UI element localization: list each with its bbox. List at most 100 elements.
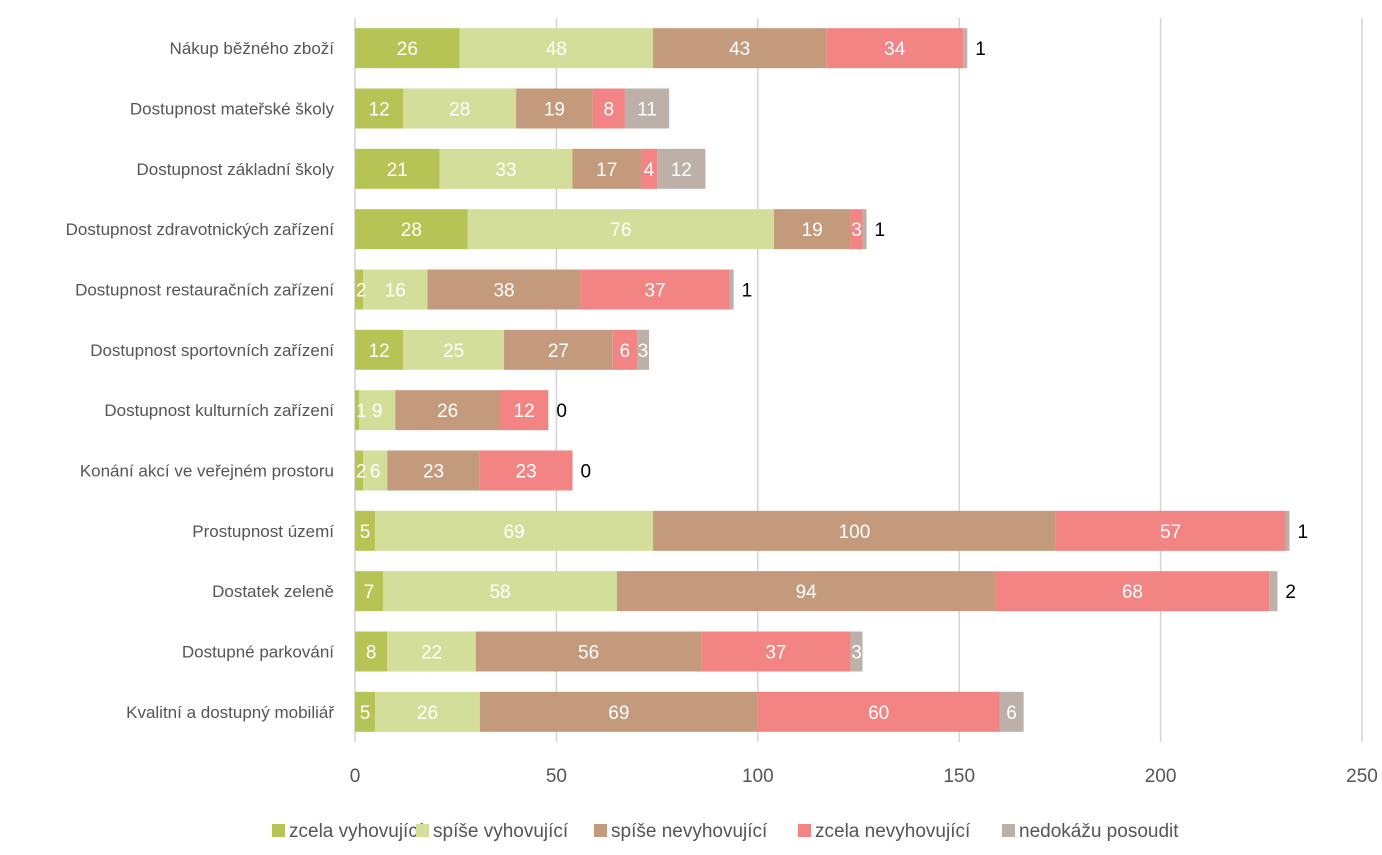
data-label: 68 [1122, 582, 1143, 603]
bar-segment [612, 329, 637, 370]
bar-segment [729, 269, 734, 310]
bar-segment [624, 88, 670, 129]
legend-label: zcela vyhovující [289, 821, 424, 842]
data-label: 8 [366, 643, 377, 664]
bar-segment [479, 691, 758, 732]
legend-label: spíše nevyhovující [611, 821, 768, 842]
bar-segment [375, 691, 480, 732]
legend-swatch [594, 824, 607, 837]
x-tick-label: 50 [546, 766, 567, 787]
bar-segment [467, 209, 774, 250]
data-label: 19 [802, 220, 823, 241]
data-label: 16 [385, 281, 406, 302]
data-label: 60 [868, 703, 889, 724]
data-label: 58 [489, 582, 510, 603]
category-label: Dostupnost zdravotnických zařízení [66, 220, 335, 239]
data-label: 9 [372, 401, 383, 422]
data-label: 22 [421, 643, 442, 664]
bar-segment [355, 269, 364, 310]
bar-segment [963, 28, 968, 69]
data-label: 26 [417, 703, 438, 724]
data-label: 7 [364, 582, 375, 603]
data-label: 1 [1297, 522, 1308, 543]
data-label: 28 [449, 100, 470, 121]
category-label: Dostupné parkování [182, 643, 334, 662]
bar-segment [1269, 571, 1278, 612]
legend-label: nedokážu posoudit [1019, 821, 1179, 842]
bar-segment [355, 28, 460, 69]
bar-segment [1285, 510, 1290, 551]
data-label: 27 [548, 341, 569, 362]
category-label: Dostatek zeleně [212, 582, 334, 601]
data-label: 12 [671, 160, 692, 181]
bar-segment [387, 450, 480, 491]
data-label: 76 [610, 220, 631, 241]
data-label: 25 [443, 341, 464, 362]
legend-swatch [272, 824, 285, 837]
bar-segment [355, 329, 404, 370]
data-label: 0 [581, 462, 592, 483]
bar-segment [355, 691, 376, 732]
data-label: 6 [370, 462, 381, 483]
legend-label: spíše vyhovující [433, 821, 569, 842]
bar-segment [999, 691, 1024, 732]
bar-segment [850, 209, 863, 250]
data-label: 28 [401, 220, 422, 241]
legend: zcela vyhovující spíše vyhovující spíše ne… [272, 821, 1179, 842]
legend-label: zcela nevyhovující [815, 821, 971, 842]
category-label: Dostupnost sportovních zařízení [90, 341, 334, 360]
data-label: 11 [637, 100, 657, 121]
bar-segment [383, 571, 617, 612]
bar-segment [757, 691, 1000, 732]
data-label: 3 [851, 220, 862, 241]
bar-segment [355, 571, 384, 612]
x-tick-label: 250 [1346, 766, 1378, 787]
bar-segment [862, 209, 867, 250]
bar-segment [1055, 510, 1286, 551]
data-label: 19 [544, 100, 565, 121]
data-label: 100 [839, 522, 871, 543]
data-label: 94 [796, 582, 818, 603]
bar-segment [359, 390, 396, 431]
bar-segment [459, 28, 654, 69]
data-label: 2 [1285, 582, 1296, 603]
bars [355, 28, 1290, 732]
bar-segment [850, 631, 863, 672]
data-label: 2 [356, 281, 367, 302]
bar-segment [363, 450, 388, 491]
bar-segment [475, 631, 702, 672]
bar-segment [826, 28, 964, 69]
bar-segment [439, 148, 573, 189]
category-label: Dostupnost mateřské školy [130, 100, 335, 119]
data-label: 56 [578, 643, 599, 664]
data-label: 6 [620, 341, 631, 362]
bar-segment [572, 148, 641, 189]
legend-swatch [798, 824, 811, 837]
bar-segment [355, 209, 468, 250]
data-label: 33 [495, 160, 516, 181]
data-label: 21 [387, 160, 408, 181]
legend-swatch [1002, 824, 1015, 837]
data-label: 38 [493, 281, 514, 302]
data-label: 2 [356, 462, 367, 483]
data-label: 37 [765, 643, 786, 664]
bar-segment [773, 209, 851, 250]
data-label: 37 [645, 281, 666, 302]
data-label: 26 [397, 39, 418, 60]
bar-segment [592, 88, 625, 129]
data-label: 12 [369, 100, 390, 121]
bar-segment [616, 571, 996, 612]
category-label: Kvalitní a dostupný mobiliář [126, 703, 334, 722]
data-label: 0 [556, 401, 567, 422]
data-label: 4 [644, 160, 655, 181]
data-label: 43 [729, 39, 750, 60]
data-label: 57 [1160, 522, 1181, 543]
bar-segment [395, 390, 501, 431]
bar-segment [500, 390, 549, 431]
bar-segment [427, 269, 581, 310]
bar-segment [516, 88, 593, 129]
data-label: 1 [742, 281, 753, 302]
